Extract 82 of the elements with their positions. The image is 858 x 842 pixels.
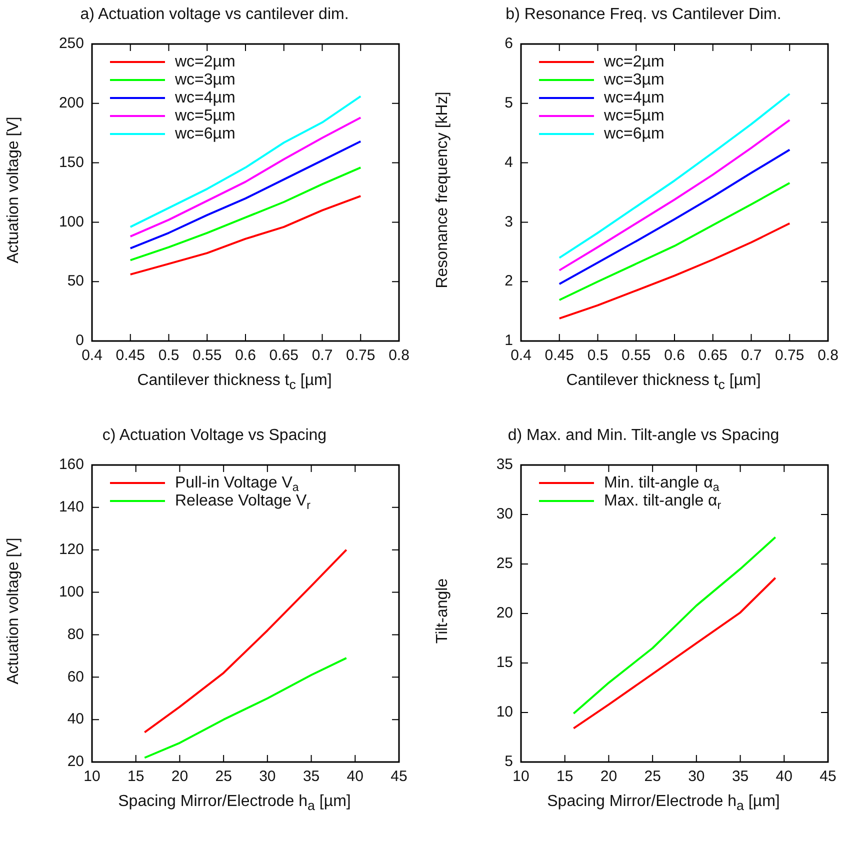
x-tick-label: 0.55 xyxy=(622,347,651,364)
x-axis-title: Cantilever thickness t$_{c}$ [µm] xyxy=(565,372,762,392)
x-tick-label: 35 xyxy=(732,768,749,786)
y-tick-label: 5 xyxy=(504,753,513,770)
x-tick-label: 40 xyxy=(346,768,364,786)
y-tick-label: 30 xyxy=(496,506,513,523)
y-tick-label: 140 xyxy=(58,498,84,516)
y-axis-title: Resonance frequency [kHz] xyxy=(434,92,452,288)
x-axis-title: Spacing Mirror/Electrode h$_{a}$ [µm] xyxy=(546,793,781,814)
legend-label: wc=5µm xyxy=(603,107,664,124)
y-tick-label: 20 xyxy=(67,753,84,770)
chart-title: a) Actuation voltage vs cantilever dim. xyxy=(79,6,350,24)
legend-label: wc=4µm xyxy=(603,89,664,106)
y-tick-label: 0 xyxy=(76,332,84,350)
legend-label: wc=5µm xyxy=(174,107,236,124)
x-tick-label: 0.75 xyxy=(775,347,804,364)
x-tick-label: 30 xyxy=(688,768,705,786)
y-tick-label: 15 xyxy=(496,654,513,672)
y-tick-label: 150 xyxy=(58,154,84,171)
y-axis-title: Actuation voltage [V] xyxy=(5,538,23,684)
x-tick-label: 0.7 xyxy=(740,347,762,364)
y-tick-label: 60 xyxy=(67,668,84,686)
y-tick-label: 100 xyxy=(58,213,84,230)
y-tick-label: 120 xyxy=(58,541,84,558)
x-tick-label: 0.8 xyxy=(388,347,410,364)
x-tick-label: 20 xyxy=(600,768,618,786)
y-tick-label: 200 xyxy=(58,94,84,112)
y-tick-label: 80 xyxy=(67,626,84,643)
x-tick-label: 25 xyxy=(644,768,661,786)
x-tick-label: 40 xyxy=(776,768,792,786)
y-tick-label: 3 xyxy=(504,213,513,230)
x-tick-label: 0.4 xyxy=(510,347,532,364)
y-tick-label: 6 xyxy=(504,35,513,52)
x-tick-label: 35 xyxy=(302,768,320,786)
x-axis-title: Spacing Mirror/Electrode h$_{a}$ [µm] xyxy=(117,793,352,814)
y-tick-label: 40 xyxy=(67,710,84,728)
legend-label: wc=2µm xyxy=(603,53,664,70)
y-tick-label: 2 xyxy=(504,272,513,290)
y-tick-label: 25 xyxy=(496,555,513,572)
legend-label: wc=4µm xyxy=(174,89,236,106)
chart-title: c) Actuation Voltage vs Spacing xyxy=(101,427,328,445)
chart-title: d) Max. and Min. Tilt-angle vs Spacing xyxy=(506,427,780,445)
y-tick-label: 10 xyxy=(496,704,513,721)
y-tick-label: 20 xyxy=(496,604,513,622)
x-tick-label: 0.7 xyxy=(312,347,333,364)
x-tick-label: 0.65 xyxy=(698,347,728,364)
y-tick-label: 250 xyxy=(58,35,84,52)
y-tick-label: 100 xyxy=(58,583,84,600)
x-tick-label: 0.45 xyxy=(544,347,574,364)
legend-label: wc=2µm xyxy=(174,53,236,70)
y-tick-label: 5 xyxy=(504,94,513,112)
x-tick-label: 0.4 xyxy=(82,347,102,364)
x-tick-label: 15 xyxy=(556,768,574,786)
y-tick-label: 35 xyxy=(496,456,513,474)
x-tick-label: 15 xyxy=(128,768,144,786)
y-tick-label: 50 xyxy=(67,272,84,290)
x-tick-label: 0.55 xyxy=(192,347,222,364)
legend-label: wc=6µm xyxy=(174,125,236,142)
x-tick-label: 0.6 xyxy=(664,347,685,364)
x-tick-label: 0.65 xyxy=(269,347,298,364)
x-tick-label: 0.6 xyxy=(235,347,256,364)
x-axis-title: Cantilever thickness t$_{c}$ [µm] xyxy=(136,372,333,392)
x-tick-label: 45 xyxy=(390,768,408,786)
y-axis-title: Tilt-angle xyxy=(434,578,452,644)
x-tick-label: 10 xyxy=(84,768,100,786)
chart-title: b) Resonance Freq. vs Cantilever Dim. xyxy=(504,6,782,24)
y-axis-title: Actuation voltage [V] xyxy=(5,116,23,264)
x-tick-label: 45 xyxy=(820,768,836,786)
x-tick-label: 0.5 xyxy=(587,347,608,364)
x-tick-label: 0.75 xyxy=(346,347,376,364)
x-tick-label: 0.8 xyxy=(818,347,838,364)
x-tick-label: 30 xyxy=(259,768,276,786)
legend-label: wc=3µm xyxy=(174,71,236,88)
y-tick-label: 1 xyxy=(504,332,513,350)
x-tick-label: 0.45 xyxy=(116,347,145,364)
x-tick-label: 25 xyxy=(215,768,232,786)
y-tick-label: 4 xyxy=(504,154,513,171)
x-tick-label: 0.5 xyxy=(158,347,180,364)
legend-label: wc=3µm xyxy=(603,71,664,88)
legend-label: wc=6µm xyxy=(603,125,664,142)
x-tick-label: 20 xyxy=(171,768,188,786)
y-tick-label: 160 xyxy=(58,456,84,474)
